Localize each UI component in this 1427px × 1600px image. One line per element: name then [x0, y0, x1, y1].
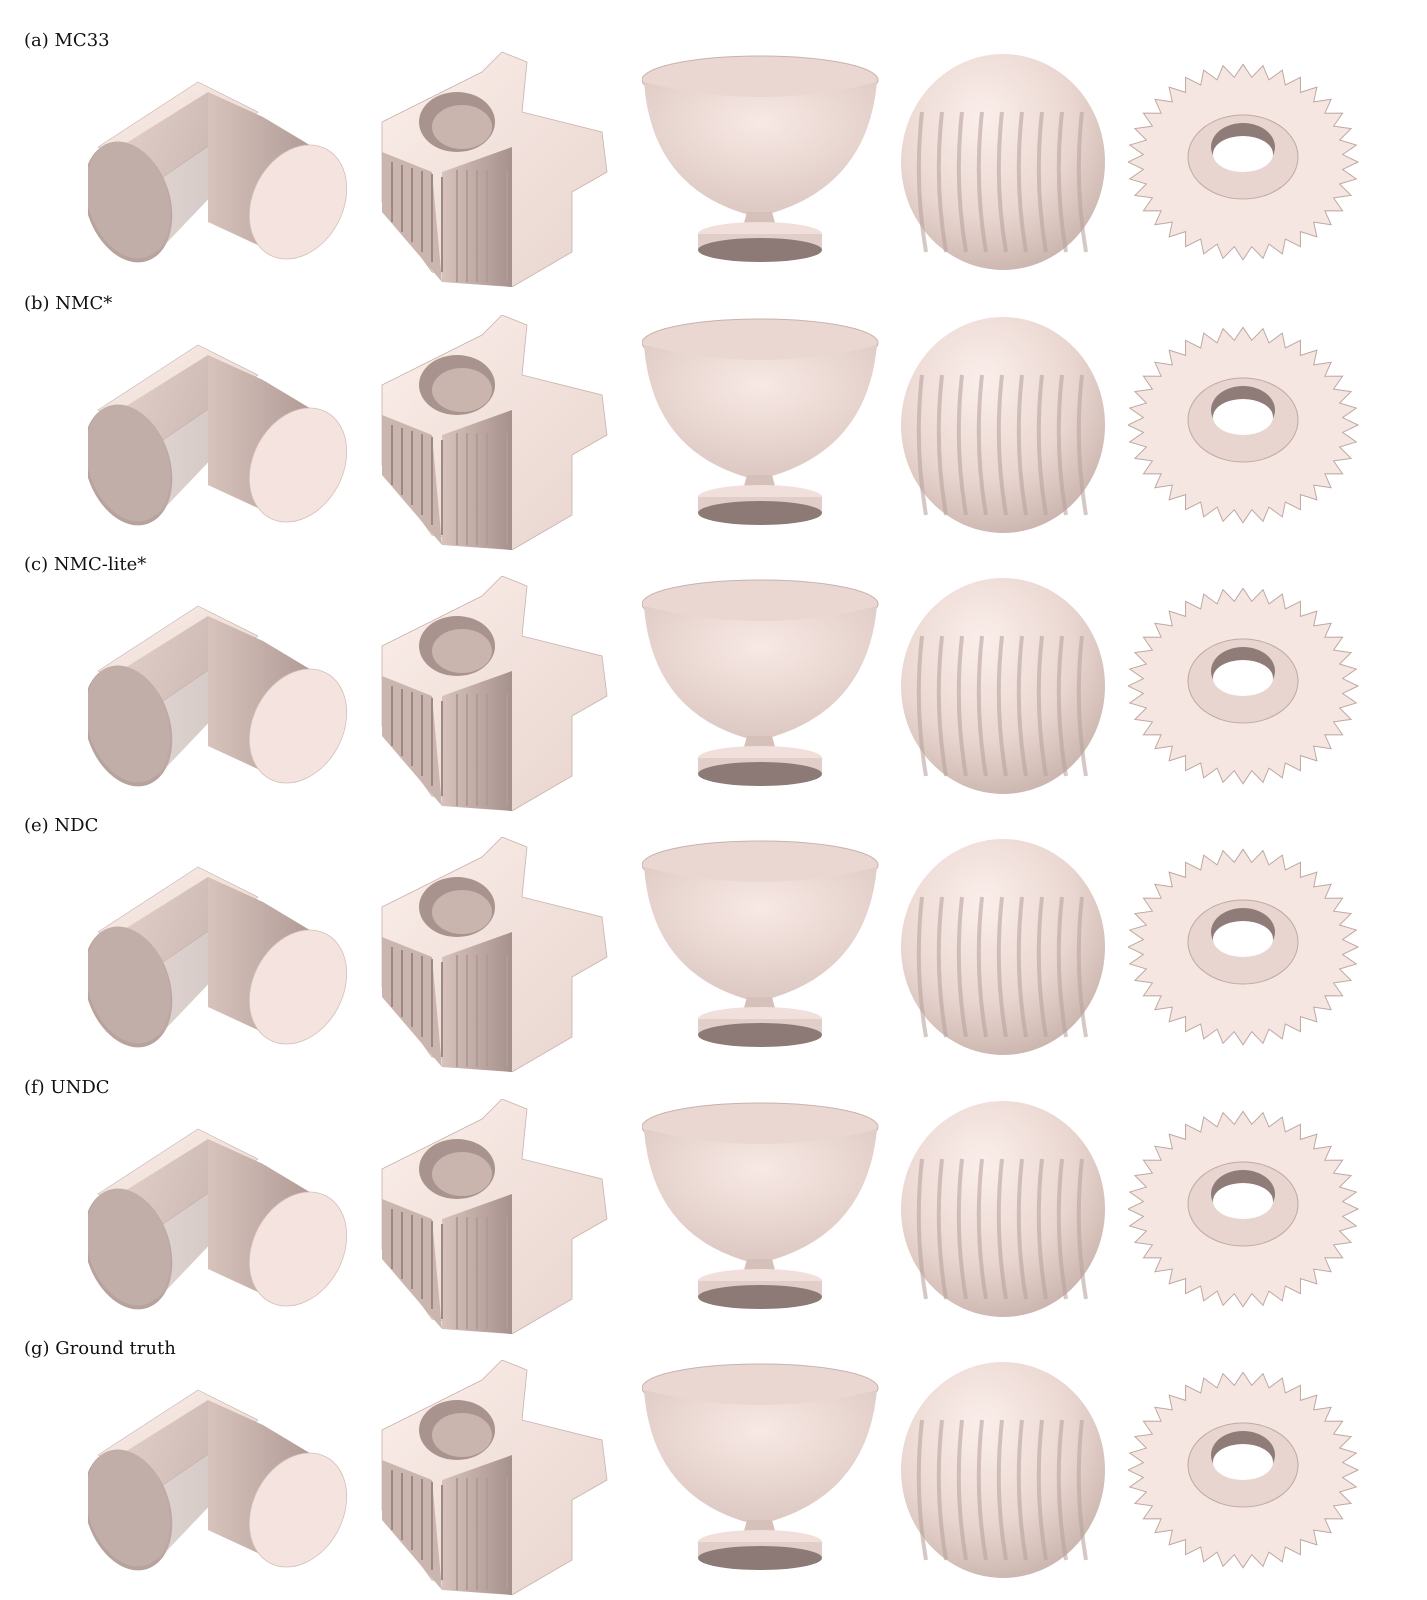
- shape-goblet: [642, 1360, 902, 1595]
- shape-mechanical-part: [362, 315, 622, 550]
- shape-gear: [1128, 315, 1388, 550]
- figure-row: (a) MC33: [0, 30, 1427, 292]
- figure-row: (e) NDC: [0, 815, 1427, 1077]
- shape-mechanical-part: [362, 837, 622, 1072]
- shape-pipe-elbow: [88, 576, 348, 811]
- row-label: (e) NDC: [24, 815, 99, 836]
- shape-goblet: [642, 837, 902, 1072]
- shape-ridged-sphere: [900, 1099, 1160, 1334]
- shape-goblet: [642, 1099, 902, 1334]
- figure-row: (b) NMC*: [0, 293, 1427, 555]
- row-label: (g) Ground truth: [24, 1338, 176, 1359]
- figure-row: (g) Ground truth: [0, 1338, 1427, 1600]
- shape-goblet: [642, 315, 902, 550]
- shape-gear: [1128, 1099, 1388, 1334]
- row-label: (b) NMC*: [24, 293, 113, 314]
- row-label: (a) MC33: [24, 30, 110, 51]
- shape-gear: [1128, 837, 1388, 1072]
- shape-mechanical-part: [362, 576, 622, 811]
- shape-pipe-elbow: [88, 52, 348, 287]
- shape-ridged-sphere: [900, 837, 1160, 1072]
- shape-ridged-sphere: [900, 576, 1160, 811]
- shape-pipe-elbow: [88, 315, 348, 550]
- shape-gear: [1128, 576, 1388, 811]
- figure-row: (c) NMC-lite*: [0, 554, 1427, 816]
- shape-pipe-elbow: [88, 1360, 348, 1595]
- row-label: (c) NMC-lite*: [24, 554, 147, 575]
- shape-pipe-elbow: [88, 1099, 348, 1334]
- shape-goblet: [642, 576, 902, 811]
- shape-gear: [1128, 52, 1388, 287]
- row-label: (f) UNDC: [24, 1077, 110, 1098]
- shape-ridged-sphere: [900, 52, 1160, 287]
- shape-pipe-elbow: [88, 837, 348, 1072]
- shape-ridged-sphere: [900, 315, 1160, 550]
- shape-mechanical-part: [362, 1099, 622, 1334]
- shape-ridged-sphere: [900, 1360, 1160, 1595]
- shape-gear: [1128, 1360, 1388, 1595]
- figure-row: (f) UNDC: [0, 1077, 1427, 1339]
- shape-mechanical-part: [362, 52, 622, 287]
- shape-mechanical-part: [362, 1360, 622, 1595]
- shape-goblet: [642, 52, 902, 287]
